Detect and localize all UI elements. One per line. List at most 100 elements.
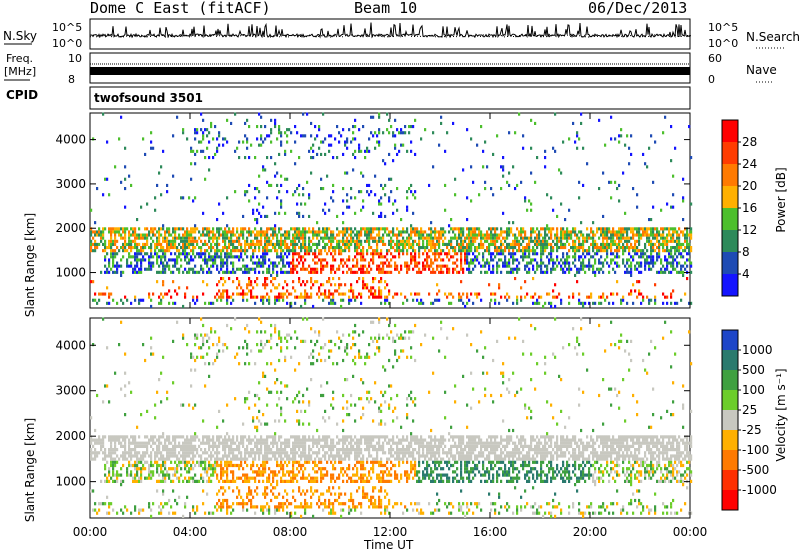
power-cell — [308, 252, 311, 256]
velocity-cell — [92, 438, 95, 442]
power-cell — [450, 301, 453, 305]
power-cell — [242, 230, 245, 234]
velocity-cell — [176, 463, 179, 468]
power-cell — [164, 270, 167, 274]
power-cell — [296, 295, 299, 299]
power-cell — [622, 171, 625, 175]
power-cell — [428, 242, 431, 246]
velocity-cell — [186, 454, 189, 458]
velocity-cell — [204, 451, 207, 455]
power-cell — [690, 301, 693, 305]
power-cell — [610, 246, 613, 250]
velocity-cell — [116, 470, 119, 474]
power-cell — [254, 267, 257, 271]
velocity-cell — [188, 470, 191, 474]
power-cell — [278, 295, 281, 299]
velocity-cell — [190, 444, 193, 448]
power-cell — [140, 264, 143, 268]
power-cell — [92, 230, 95, 234]
power-cell — [366, 233, 369, 237]
power-cell — [556, 264, 559, 268]
velocity-cell — [158, 479, 161, 483]
power-cell — [270, 289, 273, 293]
power-cell — [272, 227, 275, 231]
power-cell — [596, 249, 599, 253]
power-cell — [440, 252, 443, 256]
power-cell — [166, 242, 169, 246]
power-cell — [400, 264, 403, 268]
velocity-cell — [244, 454, 247, 458]
velocity-cell — [202, 489, 205, 493]
power-cell — [638, 280, 641, 284]
power-cell — [672, 261, 675, 265]
power-cell — [564, 264, 567, 268]
power-cell — [372, 280, 375, 284]
velocity-cell — [166, 448, 169, 452]
power-cell — [206, 128, 209, 132]
power-cell — [356, 261, 359, 265]
power-cell — [146, 242, 149, 246]
power-cell — [122, 249, 125, 253]
power-cell — [528, 246, 531, 250]
power-cell — [138, 249, 141, 253]
power-cell — [342, 264, 345, 268]
power-cell — [166, 249, 169, 253]
velocity-cell — [94, 441, 97, 445]
power-cell — [640, 249, 643, 253]
power-cell — [224, 255, 227, 259]
power-cell — [174, 289, 177, 293]
power-cell — [236, 246, 239, 250]
velocity-cell — [250, 502, 253, 506]
velocity-cell — [102, 457, 105, 461]
power-cell — [604, 236, 607, 240]
power-cell — [124, 230, 127, 234]
power-cell — [654, 236, 657, 240]
power-cell — [302, 242, 305, 246]
power-cell — [498, 233, 501, 237]
power-cell — [116, 227, 119, 231]
velocity-cell — [188, 476, 191, 480]
power-cell — [398, 242, 401, 246]
power-cell — [136, 236, 139, 240]
power-cell — [552, 227, 555, 231]
velocity-cell — [262, 511, 265, 515]
power-cell — [302, 239, 305, 243]
velocity-cell — [204, 463, 207, 468]
power-cell — [408, 242, 411, 246]
power-cell — [562, 267, 565, 271]
power-cell — [512, 261, 515, 265]
power-cell — [552, 208, 555, 212]
power-cell — [282, 261, 285, 265]
power-cell — [638, 292, 641, 296]
power-cell — [226, 264, 229, 268]
power-cell — [406, 230, 409, 234]
power-cell — [474, 233, 477, 237]
power-cell — [458, 227, 461, 231]
power-cell — [384, 295, 387, 299]
power-cell — [396, 208, 399, 212]
power-cell — [610, 239, 613, 243]
velocity-cell — [104, 502, 107, 506]
power-cell — [674, 258, 677, 262]
power-cell — [254, 246, 257, 250]
power-cell — [106, 177, 109, 181]
power-cell — [230, 121, 233, 125]
power-cell — [346, 205, 349, 209]
velocity-cell — [198, 438, 201, 442]
power-cell — [298, 211, 301, 215]
power-cell — [588, 267, 591, 271]
power-cell — [662, 131, 665, 135]
power-cell — [504, 239, 507, 243]
power-cell — [302, 233, 305, 237]
velocity-cell — [278, 419, 281, 423]
power-cell — [112, 230, 115, 234]
power-cell — [594, 246, 597, 250]
velocity-cell — [166, 397, 169, 401]
power-cell — [266, 230, 269, 234]
power-cell — [486, 239, 489, 243]
velocity-cell — [148, 476, 151, 480]
velocity-cell — [268, 505, 271, 509]
power-cell — [240, 267, 243, 271]
velocity-cell — [248, 451, 251, 455]
velocity-cell — [108, 438, 111, 442]
